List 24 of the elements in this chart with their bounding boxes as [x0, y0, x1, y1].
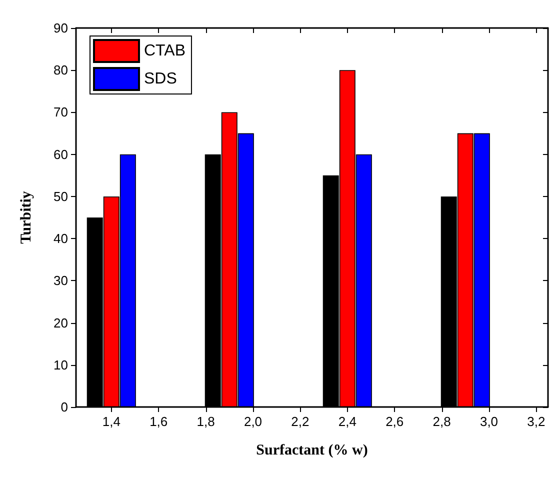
- x-tick-label: 3,2: [527, 414, 546, 429]
- x-tick-label: 2,0: [244, 414, 262, 429]
- x-tick-label: 2,2: [291, 414, 310, 429]
- y-axis-title: Turbitiy: [18, 190, 34, 244]
- x-tick-label: 2,6: [386, 414, 404, 429]
- y-tick-label: 40: [54, 231, 68, 246]
- y-tick-label: 20: [54, 315, 68, 330]
- y-tick-label: 80: [54, 62, 68, 78]
- x-axis-title: Surfactant (% w): [256, 442, 368, 458]
- x-tick-label: 1,8: [196, 414, 215, 429]
- legend-label: SDS: [144, 70, 177, 88]
- y-tick-label: 50: [54, 188, 68, 204]
- y-tick-label: 60: [54, 146, 68, 162]
- x-tick-label: 3,0: [480, 414, 498, 429]
- y-tick-label: 30: [54, 273, 68, 288]
- x-tick-label: 1,4: [102, 414, 120, 429]
- y-tick-label: 10: [54, 357, 68, 372]
- y-tick-label: 70: [54, 104, 68, 120]
- x-tick-label: 1,6: [150, 414, 168, 429]
- legend-label: CTAB: [144, 42, 186, 60]
- y-tick-label: 90: [54, 20, 68, 36]
- x-tick-label: 2,8: [432, 414, 451, 429]
- x-tick-label: 2,4: [338, 414, 356, 429]
- y-tick-label: 0: [60, 400, 68, 414]
